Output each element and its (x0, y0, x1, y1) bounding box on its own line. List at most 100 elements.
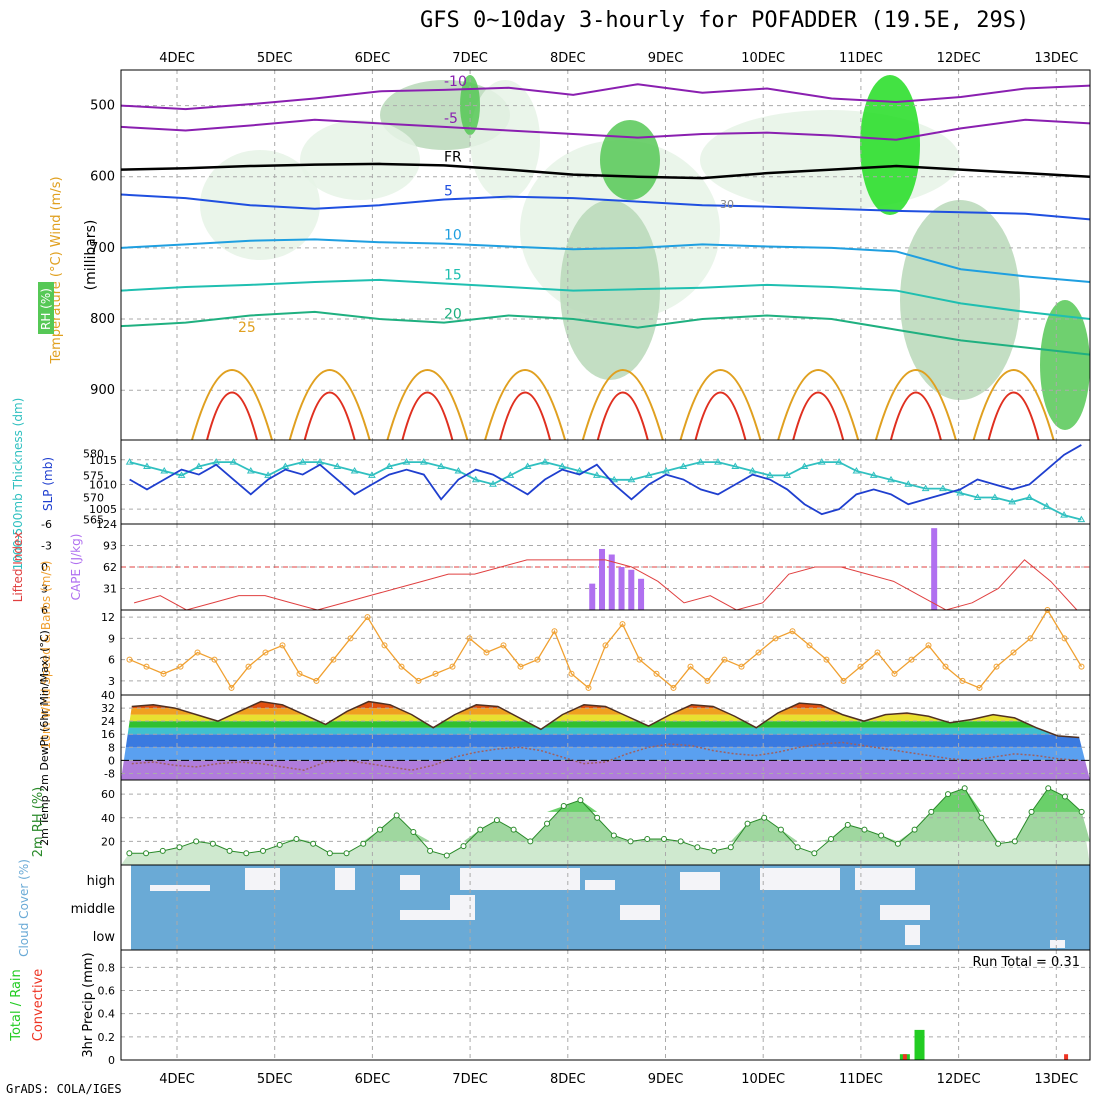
rh-marker (928, 808, 935, 815)
thickness-marker (575, 466, 584, 474)
thickness-marker (177, 471, 186, 478)
surface-contour (694, 391, 747, 441)
y-tick-label: 6 (41, 604, 48, 617)
x-tick-top: 13DEC (1034, 51, 1078, 66)
rh-marker (844, 821, 851, 828)
y-tick-label: 700 (90, 241, 115, 256)
rh-marker (944, 791, 951, 798)
rh-marker (861, 826, 868, 833)
rh2m-ylabel: 2m RH (%) (31, 787, 46, 858)
wind-speed-marker (262, 649, 269, 656)
wind-speed-marker (432, 670, 439, 677)
wind-speed-marker (449, 663, 456, 670)
ylabel-pressure: (millibars) (83, 220, 99, 291)
thickness-marker (143, 462, 151, 470)
thickness-marker (350, 466, 359, 474)
y-tick-label: 565 (83, 514, 104, 527)
rh-marker (343, 850, 350, 857)
y-tick-label: 0.2 (98, 1031, 116, 1044)
rh-shading (700, 110, 960, 210)
thickness-marker (160, 466, 169, 474)
thickness-marker (264, 471, 272, 478)
y-tick-label: 570 (83, 491, 104, 504)
wind-speed-marker (1010, 649, 1017, 656)
wind-speed-marker (925, 642, 932, 649)
contour-label: 5 (444, 184, 453, 200)
thickness-marker (489, 480, 497, 487)
rh-marker (744, 820, 751, 827)
rh-marker (627, 838, 634, 845)
wind-ylabel: 10m Wind Speed & Barbs (m/s) (39, 561, 53, 750)
thickness-marker (229, 458, 238, 465)
ylabel-temp: 2m Temp 2m DewPt (6hr Min/Max) (°C) (38, 630, 51, 846)
wind-speed-marker (313, 677, 320, 684)
cloud-block (680, 872, 720, 890)
rh-marker (610, 832, 617, 839)
wind-speed-marker (653, 670, 660, 677)
thickness-marker (644, 471, 653, 478)
x-tick-bottom: 4DEC (159, 1072, 195, 1087)
rh-marker (1078, 808, 1085, 815)
ylabel-temperature-wind: Temperature (°C) Wind (m/s) (49, 176, 64, 364)
y-tick-label: 12 (101, 611, 115, 624)
rh-marker (594, 814, 601, 821)
surface-contour (987, 391, 1040, 441)
precip-ylabel: Total / Rain (9, 969, 24, 1042)
y-tick-label: -6 (41, 518, 52, 531)
cloud-block (450, 895, 475, 920)
credit-text: GrADS: COLA/IGES (6, 1082, 122, 1096)
cape-bar (618, 567, 625, 610)
wind-speed-marker (857, 663, 864, 670)
temperature-contour (120, 162, 1091, 180)
rh-shading (470, 80, 540, 200)
temp-band (121, 747, 1090, 761)
wind-speed-marker (704, 677, 711, 684)
rh-marker (711, 847, 718, 854)
x-tick-bottom: 6DEC (355, 1072, 391, 1087)
cloud-bg (131, 865, 1090, 950)
rh-area (121, 788, 1090, 842)
temperature-contour (120, 83, 1091, 111)
rh-marker (293, 836, 300, 843)
wind-speed-marker (483, 649, 490, 656)
thickness-marker (869, 471, 878, 478)
rh-marker (527, 838, 534, 845)
y-tick-label: 16 (101, 728, 115, 741)
rh-marker (493, 817, 500, 824)
thickness-marker (454, 466, 463, 474)
contour-label: 30 (720, 198, 734, 211)
surface-contour (303, 391, 356, 441)
rh-marker (427, 847, 434, 854)
rh-marker (677, 838, 684, 845)
x-tick-top: 7DEC (452, 51, 488, 66)
cloud-block (150, 885, 210, 891)
y-tick-label: 800 (90, 312, 115, 327)
pressure-ylabel: (millibars) (83, 220, 99, 291)
thickness-marker (627, 475, 636, 483)
cloud-block (245, 868, 280, 890)
wind-speed-marker (840, 677, 847, 684)
ylabel-total-rain: Total / Rain (9, 969, 24, 1042)
ylabel-cape: CAPE (J/kg) (69, 534, 83, 601)
temperature-contour (120, 310, 1091, 356)
temp-band (121, 734, 1090, 748)
cape-bar (589, 583, 596, 610)
x-tick-bottom: 5DEC (257, 1072, 293, 1087)
rh-marker (878, 832, 885, 839)
thickness-marker (541, 458, 549, 465)
x-tick-bottom: 9DEC (648, 1072, 684, 1087)
cape-ylabel: CAPE (J/kg) (69, 534, 83, 601)
surface-contour (972, 369, 1055, 441)
wind-speed-marker (755, 649, 762, 656)
ylabel-lifted: Lifted Index (11, 532, 25, 603)
y-tick-label: 62 (103, 561, 117, 574)
cloud-block (335, 868, 355, 890)
wind-speed-marker (143, 663, 150, 670)
rh-marker (577, 797, 584, 804)
y-tick-label: 3 (41, 583, 48, 596)
upper-air-ylabel: Temperature (°C) Wind (m/s) (49, 176, 64, 364)
thickness-marker (852, 466, 861, 474)
cloud-level-label: middle (71, 902, 115, 917)
rh-marker (761, 814, 768, 821)
rh-marker (1045, 785, 1052, 792)
